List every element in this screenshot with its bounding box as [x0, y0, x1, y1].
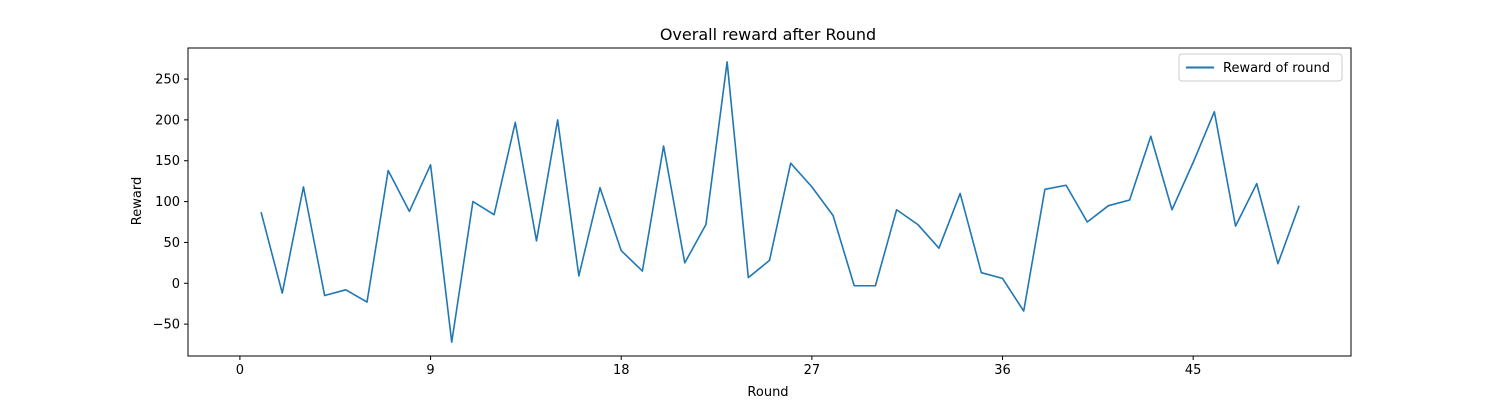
y-tick-label: 50: [163, 236, 180, 251]
x-tick-label: 27: [804, 363, 821, 378]
chart-title: Overall reward after Round: [660, 25, 876, 44]
y-tick-label: 0: [172, 277, 180, 292]
plot-area: [187, 47, 1352, 357]
x-tick-label: 36: [994, 363, 1011, 378]
y-axis-ticks: −50 0 50 100 150 200 250: [153, 73, 188, 333]
legend-label: Reward of round: [1223, 61, 1330, 76]
legend-box: [1178, 53, 1343, 82]
y-tick-label: −50: [153, 318, 180, 333]
x-tick-label: 18: [613, 363, 630, 378]
y-tick-label: 200: [155, 113, 180, 128]
axes-frame: [187, 47, 1352, 357]
x-tick-label: 0: [236, 363, 244, 378]
y-tick-label: 100: [155, 195, 180, 210]
y-tick-label: 250: [155, 73, 180, 88]
x-tick-label: 45: [1185, 363, 1202, 378]
y-tick-label: 150: [155, 154, 180, 169]
x-tick-label: 9: [426, 363, 434, 378]
y-axis-label: Reward: [130, 177, 145, 225]
legend: Reward of round: [1178, 53, 1343, 82]
series-line-0: [260, 61, 1300, 343]
x-axis-ticks: 0 9 18 27 36 45: [236, 356, 1202, 378]
x-axis-label: Round: [747, 385, 788, 400]
